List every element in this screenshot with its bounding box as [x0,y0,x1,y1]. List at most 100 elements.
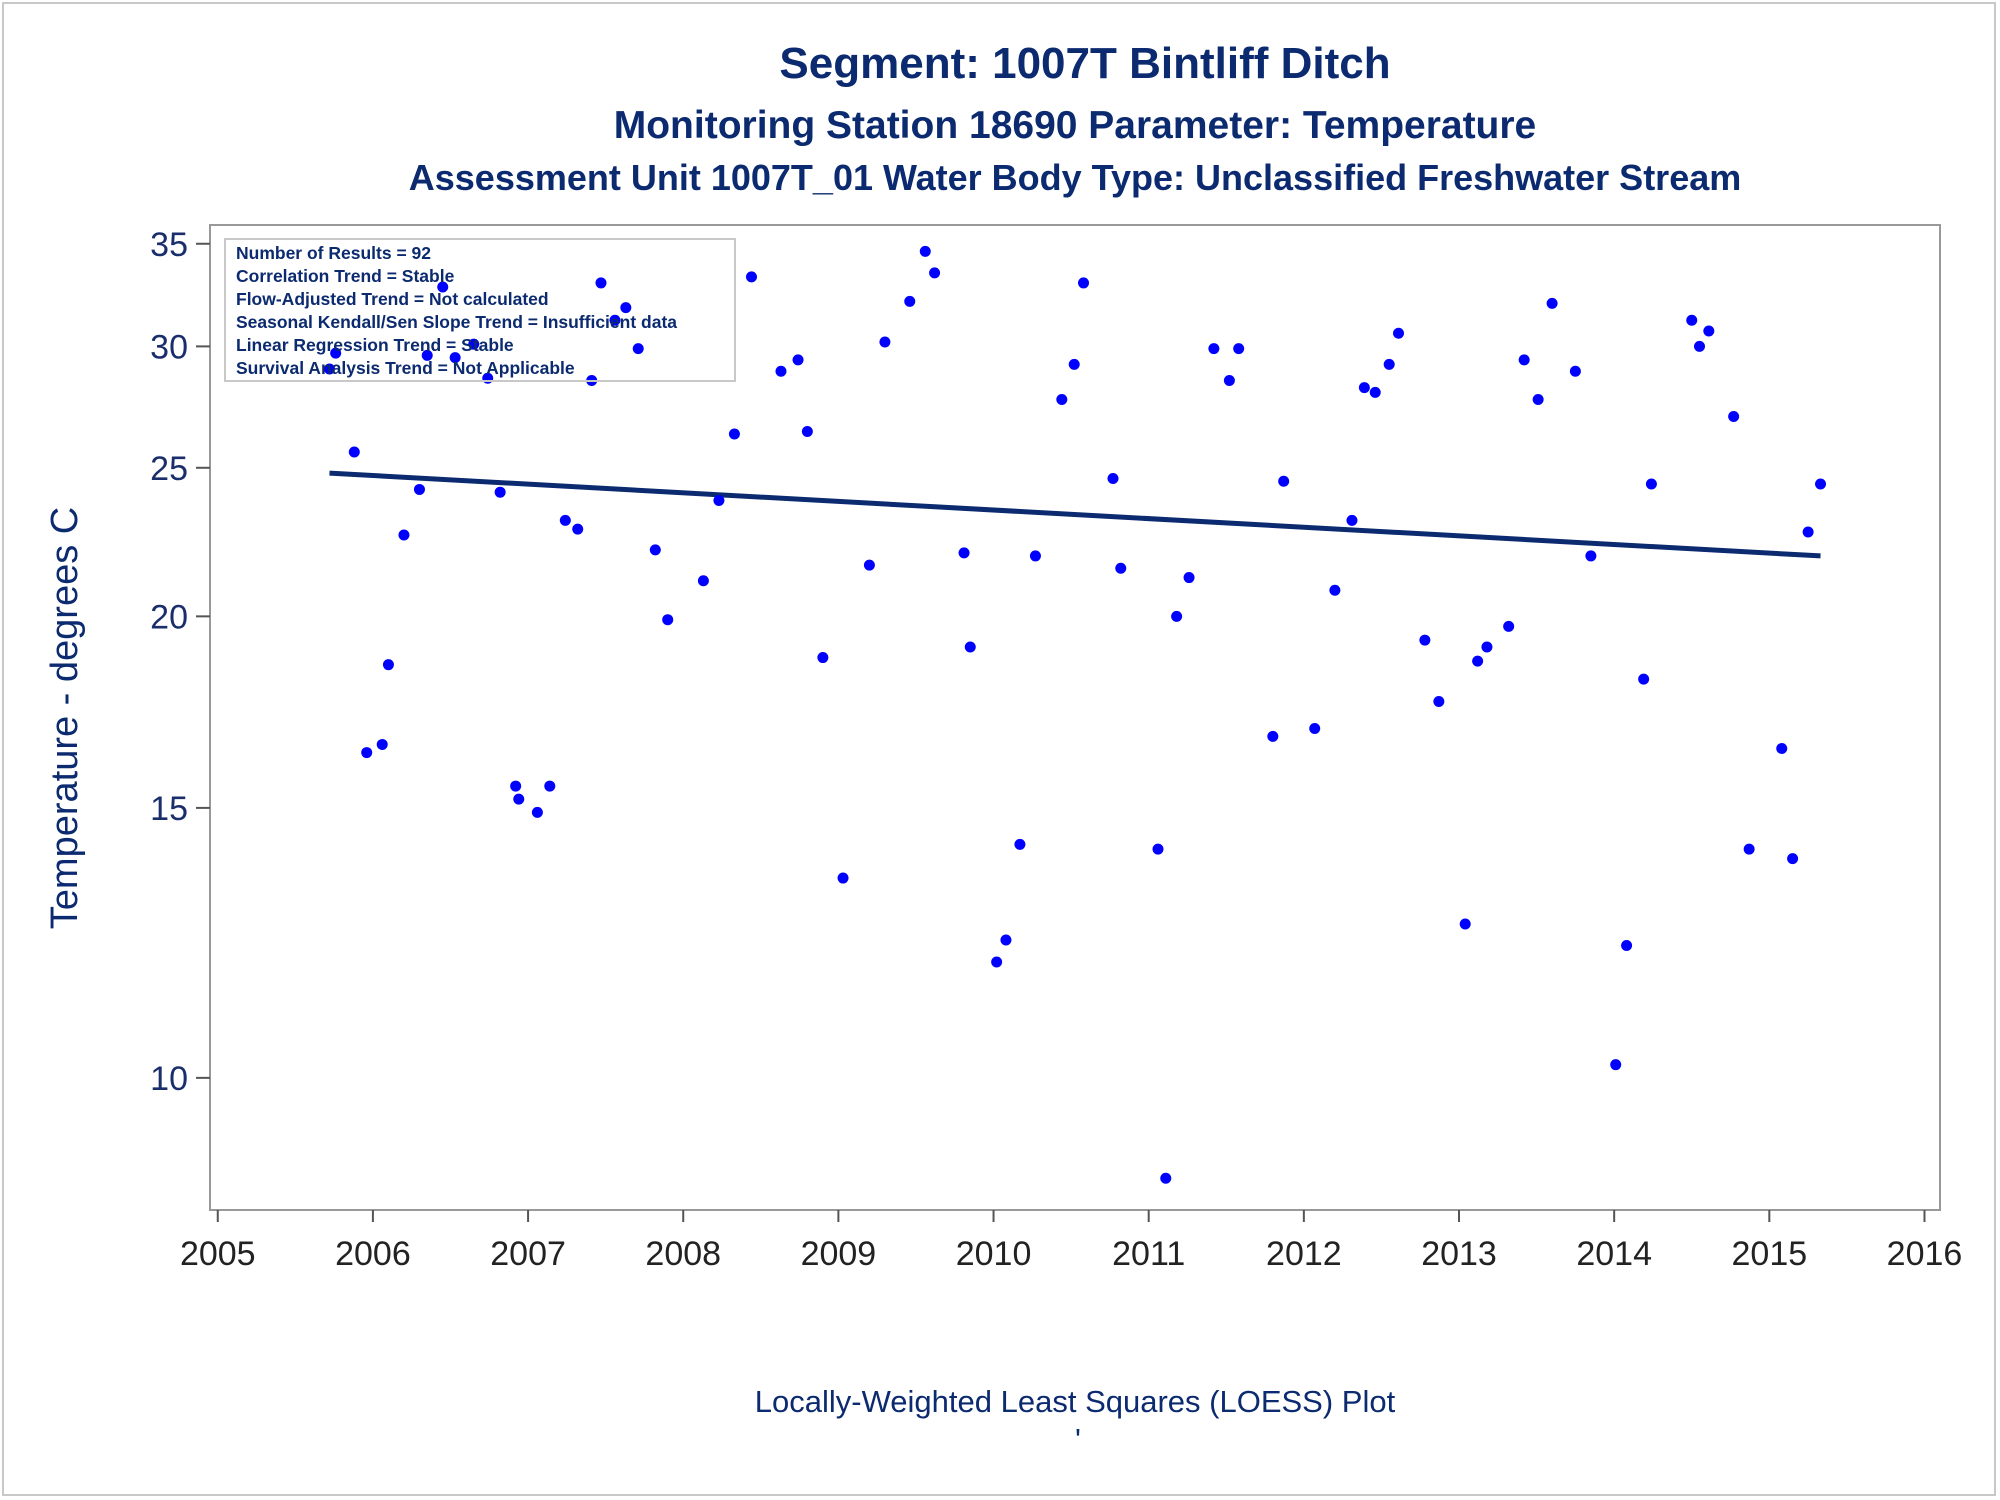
chart-subtitle-2: Assessment Unit 1007T_01 Water Body Type… [409,157,1742,198]
data-point [1346,514,1358,526]
data-point [382,659,394,671]
data-point [1267,730,1279,742]
data-point [713,495,725,507]
data-point [1309,722,1321,734]
data-point [1472,655,1484,667]
y-tick-label: 20 [150,598,188,636]
stats-line-seasonal: Seasonal Kendall/Sen Slope Trend = Insuf… [236,312,677,332]
data-point [1160,1172,1172,1184]
data-point [1532,394,1544,406]
x-tick-label: 2012 [1266,1235,1342,1273]
chart-title: Segment: 1007T Bintliff Ditch [779,39,1390,88]
data-point [421,349,433,361]
data-point [449,352,461,364]
data-point [1638,673,1650,685]
data-point [745,271,757,283]
x-tick-label: 2010 [956,1235,1032,1273]
stats-line-survival: Survival Analysis Trend = Not Applicable [236,358,575,378]
x-tick-label: 2008 [645,1235,721,1273]
x-tick-label: 2011 [1112,1235,1185,1273]
x-tick-label: 2013 [1421,1235,1497,1273]
data-point [649,544,661,556]
y-tick-label: 35 [150,226,188,264]
data-point [1518,354,1530,366]
data-point [1459,918,1471,930]
stats-line-results: Number of Results = 92 [236,243,431,263]
data-point [1546,297,1558,309]
plot-area [209,224,1941,1211]
x-tick-label: 2007 [490,1235,566,1273]
data-point [1068,358,1080,370]
data-point [572,523,584,535]
trend-line [329,470,1821,559]
data-point [1815,478,1827,490]
data-point [531,806,543,818]
x-tick-label: 2016 [1887,1235,1963,1273]
data-points [323,245,1827,1184]
stats-box: Number of Results = 92 Correlation Trend… [224,238,736,382]
data-point [1419,634,1431,646]
data-point [1503,620,1515,632]
footnote: Locally-Weighted Least Squares (LOESS) P… [755,1384,1396,1419]
data-point [1610,1059,1622,1071]
data-point [559,514,571,526]
data-point [1703,325,1715,337]
data-point [609,314,621,326]
data-point [958,547,970,559]
data-point [1029,550,1041,562]
data-point [1787,853,1799,865]
data-point [1369,386,1381,398]
y-axis: 10 15 20 25 30 35 [150,226,210,1098]
data-point [437,281,449,293]
data-point [837,872,849,884]
data-point [376,738,388,750]
data-point [632,343,644,355]
trend-line-path [329,470,1821,559]
data-point [1585,550,1597,562]
data-point [662,614,674,626]
data-point [510,780,522,792]
chart-subtitle: Monitoring Station 18690 Parameter: Temp… [614,104,1537,147]
stats-line-flow: Flow-Adjusted Trend = Not calculated [236,289,549,309]
data-point [863,559,875,571]
data-point [1171,610,1183,622]
data-point [348,446,360,458]
y-tick-label: 25 [150,450,188,488]
data-point [1776,742,1788,754]
data-point [1621,939,1633,951]
data-point [964,641,976,653]
data-point [728,428,740,440]
data-point [1078,277,1090,289]
data-point [620,302,632,314]
x-tick-label: 2005 [180,1235,256,1273]
x-tick-label: 2014 [1576,1235,1652,1273]
y-tick-label: 10 [150,1060,188,1098]
data-point [1383,358,1395,370]
data-point [1208,343,1220,355]
data-point [1233,343,1245,355]
data-point [1278,475,1290,487]
data-point [697,575,709,587]
data-point [1481,641,1493,653]
data-point [1329,584,1341,596]
data-point [1686,314,1698,326]
data-point [323,363,335,375]
data-point [1694,340,1706,352]
data-point [775,365,787,377]
data-point [330,347,342,359]
data-point [991,956,1003,968]
data-point [544,780,556,792]
footnote-mark: ' [1075,1422,1081,1457]
x-tick-label: 2006 [335,1235,411,1273]
x-tick-label: 2009 [801,1235,877,1273]
y-tick-label: 30 [150,328,188,366]
data-point [801,426,813,438]
data-point [1000,934,1012,946]
x-tick-label: 2015 [1732,1235,1808,1273]
data-point [1152,843,1164,855]
data-point [1802,526,1814,538]
stats-line-regression: Linear Regression Trend = Stable [236,335,514,355]
data-point [1014,838,1026,850]
